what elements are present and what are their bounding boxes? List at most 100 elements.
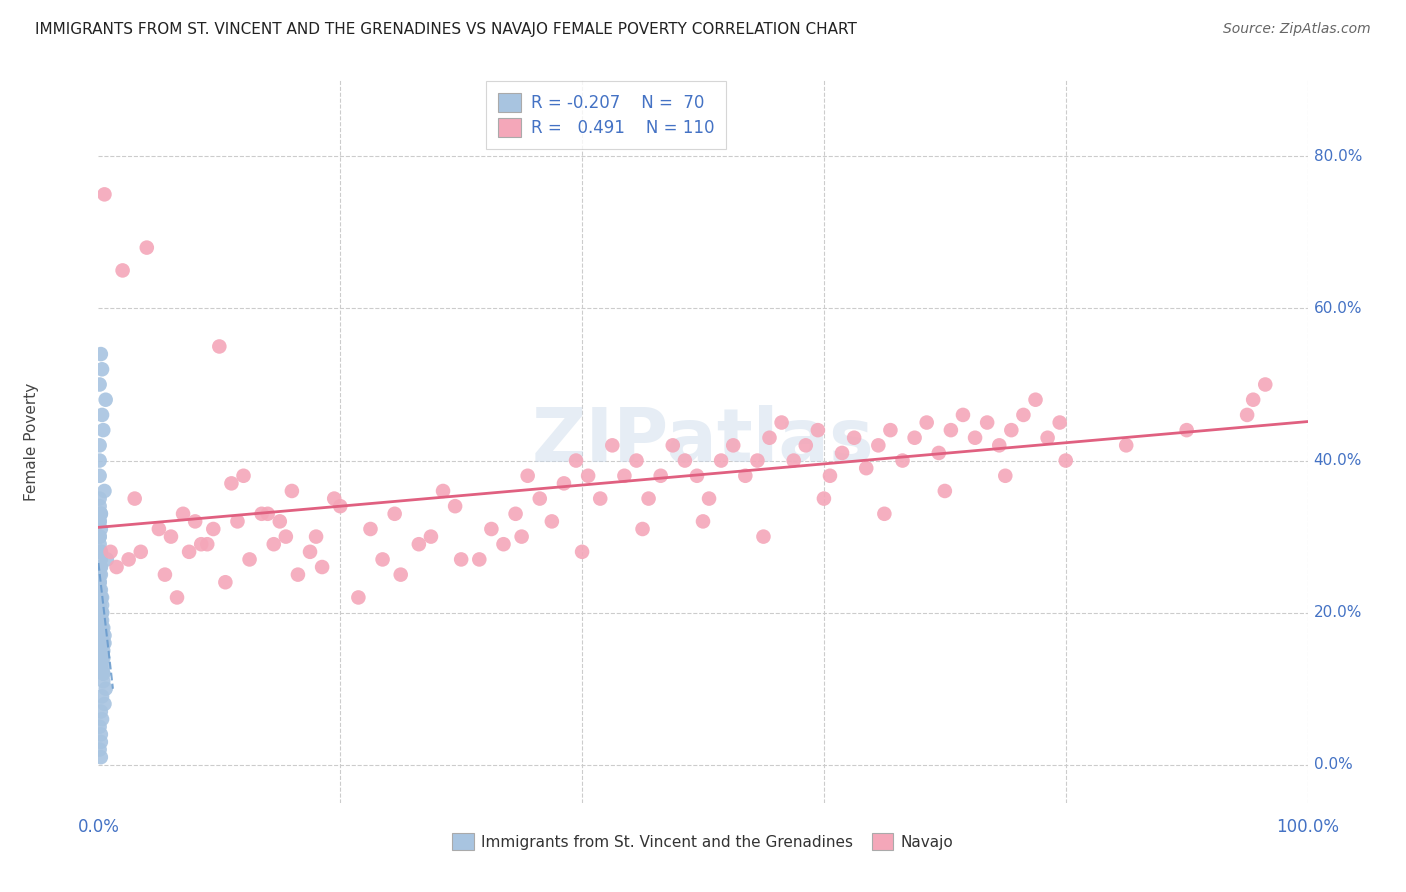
Point (91, 606, 114, 620)
Point (934, 483, 956, 498)
Point (91, 591, 114, 605)
Text: IMMIGRANTS FROM ST. VINCENT AND THE GRENADINES VS NAVAJO FEMALE POVERTY CORRELAT: IMMIGRANTS FROM ST. VINCENT AND THE GREN… (35, 22, 858, 37)
Point (129, 545, 152, 559)
Point (89, 438, 111, 452)
Point (250, 507, 273, 521)
Point (692, 515, 714, 529)
Point (661, 438, 683, 452)
Point (904, 431, 927, 445)
Point (565, 453, 588, 467)
Point (813, 491, 835, 506)
Point (770, 416, 793, 430)
Point (89, 720, 111, 734)
Point (91, 613, 114, 627)
Point (89, 515, 111, 529)
Point (1254, 377, 1277, 392)
Point (637, 491, 659, 506)
Point (602, 438, 624, 452)
Point (93, 483, 115, 498)
Point (172, 507, 194, 521)
Point (1024, 392, 1046, 407)
Point (928, 446, 950, 460)
Point (1115, 438, 1137, 452)
Point (891, 453, 914, 467)
Point (281, 483, 304, 498)
Point (91, 651, 114, 665)
Point (89, 491, 111, 506)
Point (1236, 408, 1258, 422)
Point (939, 423, 962, 437)
Point (91, 636, 114, 650)
Point (256, 507, 278, 521)
Point (148, 522, 170, 536)
Point (879, 423, 901, 437)
Point (160, 530, 183, 544)
Point (89, 742, 111, 756)
Point (90, 507, 112, 521)
Point (510, 530, 533, 544)
Point (589, 491, 612, 506)
Text: Source: ZipAtlas.com: Source: ZipAtlas.com (1223, 22, 1371, 37)
Point (89, 575, 111, 590)
Point (239, 552, 262, 566)
Point (179, 545, 201, 559)
Point (420, 530, 443, 544)
Point (1175, 423, 1198, 437)
Point (89, 377, 111, 392)
Point (89, 598, 111, 612)
Point (576, 468, 599, 483)
Text: 20.0%: 20.0% (1313, 605, 1362, 620)
Point (408, 537, 430, 551)
Point (89, 453, 111, 467)
Point (118, 552, 141, 566)
Point (952, 408, 974, 422)
Point (1054, 453, 1077, 467)
Point (89, 575, 111, 590)
Point (91, 408, 114, 422)
Point (697, 491, 720, 506)
Point (915, 416, 938, 430)
Point (91, 666, 114, 681)
Point (988, 438, 1011, 452)
Point (626, 453, 648, 467)
Point (89, 643, 111, 657)
Point (93, 697, 115, 711)
Point (124, 491, 146, 506)
Point (90, 591, 112, 605)
Text: Female Poverty: Female Poverty (24, 383, 39, 500)
Point (631, 522, 654, 536)
Point (90, 582, 112, 597)
Point (329, 499, 352, 513)
Point (111, 263, 134, 277)
Point (450, 552, 472, 566)
Point (89, 515, 111, 529)
Point (389, 567, 412, 582)
Point (758, 431, 780, 445)
Point (89, 530, 111, 544)
Point (90, 613, 112, 627)
Point (263, 537, 285, 551)
Point (135, 241, 157, 255)
Point (90, 545, 112, 559)
Point (94, 392, 117, 407)
Point (723, 438, 745, 452)
Point (91, 621, 114, 635)
Point (91, 423, 114, 437)
Point (89, 582, 111, 597)
Point (91, 690, 114, 704)
Point (90, 750, 112, 764)
Point (91, 598, 114, 612)
Point (613, 468, 636, 483)
Point (384, 507, 406, 521)
Point (269, 515, 291, 529)
Point (89, 468, 111, 483)
Point (91, 606, 114, 620)
Point (190, 537, 212, 551)
Legend: Immigrants from St. Vincent and the Grenadines, Navajo: Immigrants from St. Vincent and the Gren… (446, 827, 960, 856)
Point (1049, 416, 1071, 430)
Point (540, 515, 562, 529)
Point (89, 567, 111, 582)
Point (89, 537, 111, 551)
Point (432, 483, 454, 498)
Point (1036, 431, 1059, 445)
